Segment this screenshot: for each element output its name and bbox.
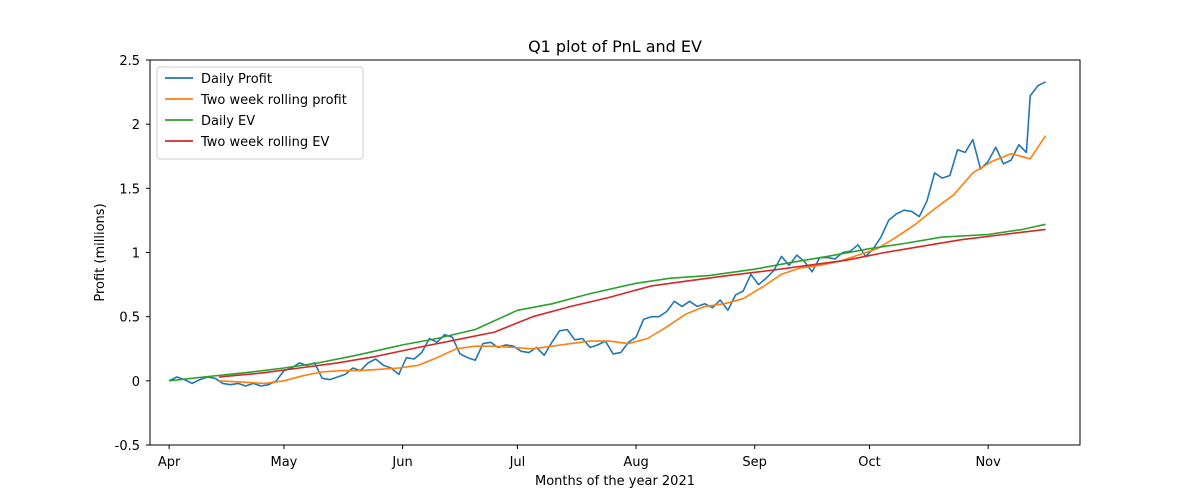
x-tick-label: Jul xyxy=(509,455,526,470)
x-tick-label: Sep xyxy=(742,455,767,470)
legend-entry-daily-profit: Daily Profit xyxy=(201,72,272,87)
y-tick-label: 0 xyxy=(132,375,140,390)
y-tick-label: 0.5 xyxy=(119,311,140,326)
x-axis: Apr May Jun Jul Aug Sep Oct Nov xyxy=(158,445,1001,470)
series-layer xyxy=(168,81,1047,387)
legend-box xyxy=(156,66,364,160)
legend-entry-daily-ev: Daily EV xyxy=(201,114,255,129)
y-tick-label: -0.5 xyxy=(115,439,140,454)
y-tick-label: 1.5 xyxy=(119,182,140,197)
x-tick-label: Apr xyxy=(158,455,181,470)
y-tick-label: 2 xyxy=(132,118,140,133)
chart-title: Q1 plot of PnL and EV xyxy=(528,37,702,56)
series-line-two-week-rolling-ev xyxy=(218,228,1046,378)
x-tick-label: Oct xyxy=(858,455,880,470)
x-tick-label: Jun xyxy=(391,455,412,470)
y-axis: -0.5 0 0.5 1 1.5 2 2.5 xyxy=(115,54,150,454)
x-tick-label: Aug xyxy=(623,455,648,470)
x-axis-label: Months of the year 2021 xyxy=(535,474,695,489)
y-tick-label: 2.5 xyxy=(119,54,140,69)
legend: Daily Profit Two week rolling profit Daily… xyxy=(156,66,364,160)
legend-entry-two-week-rolling-profit: Two week rolling profit xyxy=(200,93,347,108)
series-line-two-week-rolling-profit xyxy=(218,135,1047,385)
x-tick-label: Nov xyxy=(975,455,1001,470)
y-tick-label: 1 xyxy=(132,247,140,262)
y-axis-label: Profit (millions) xyxy=(93,203,108,301)
x-tick-label: May xyxy=(271,455,298,470)
series-line-daily-ev xyxy=(169,223,1046,382)
legend-entry-two-week-rolling-ev: Two week rolling EV xyxy=(200,135,329,150)
